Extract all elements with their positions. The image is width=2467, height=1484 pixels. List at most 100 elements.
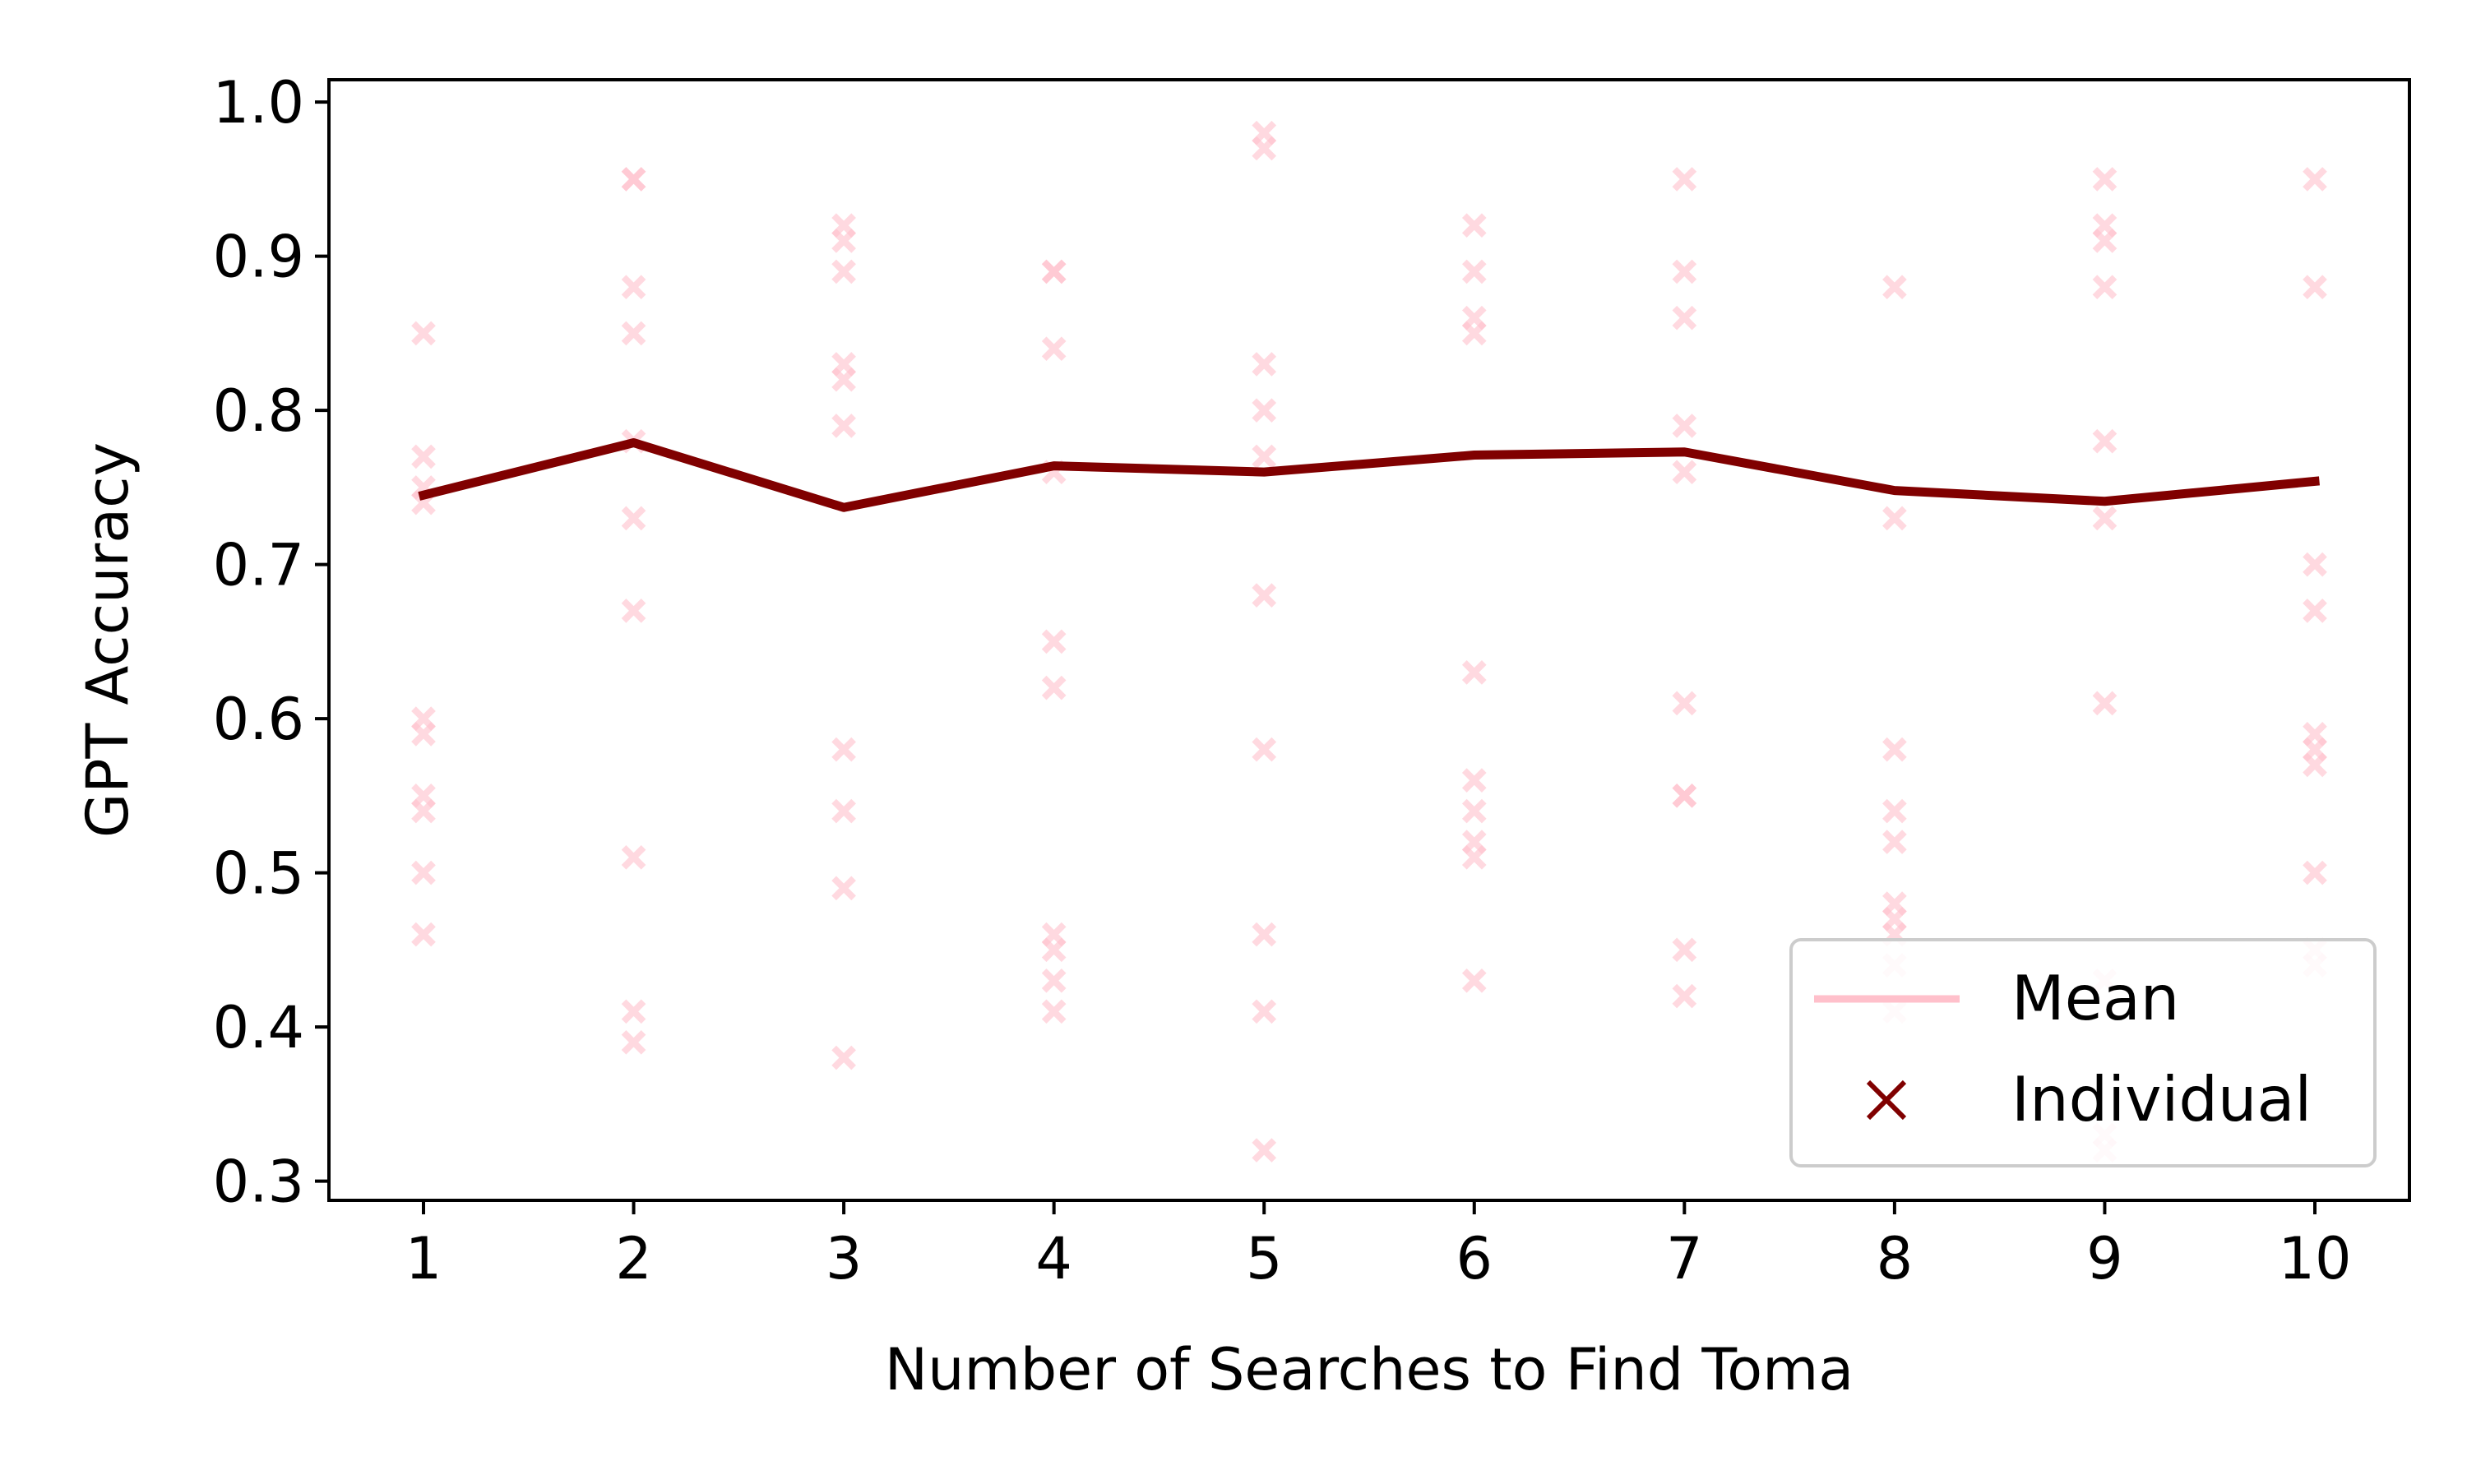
individual-point <box>831 1045 856 1070</box>
individual-point <box>1041 675 1067 700</box>
individual-point <box>1672 784 1697 808</box>
individual-point <box>831 876 856 901</box>
individual-point <box>621 599 646 623</box>
individual-point <box>831 414 856 438</box>
individual-point <box>1461 798 1487 824</box>
y-tick-label: 0.9 <box>213 224 304 291</box>
individual-point <box>2092 167 2118 192</box>
x-axis-ticks: 1 2 3 4 5 6 7 8 9 10 <box>405 1200 2352 1292</box>
individual-point <box>411 444 436 469</box>
x-tick-label: 1 <box>405 1225 442 1292</box>
y-tick-label: 0.6 <box>213 686 304 753</box>
x-tick-label: 10 <box>2278 1225 2351 1292</box>
individual-point <box>621 167 646 192</box>
individual-point <box>411 321 436 346</box>
x-tick-label: 8 <box>1877 1225 1914 1292</box>
y-axis-label: GPT Accuracy <box>74 442 141 838</box>
individual-point <box>1882 275 1907 299</box>
individual-point <box>831 737 856 762</box>
x-tick-label: 2 <box>615 1225 652 1292</box>
individual-point <box>1461 768 1487 793</box>
x-tick-label: 6 <box>1456 1225 1493 1292</box>
legend: Mean Individual <box>1789 938 2377 1167</box>
individual-point <box>1672 691 1697 716</box>
individual-point <box>1882 737 1907 762</box>
individual-point <box>831 798 856 824</box>
y-tick-label: 1.0 <box>213 69 304 136</box>
individual-point <box>1461 969 1487 993</box>
individual-point <box>1461 845 1487 870</box>
individual-point <box>1672 460 1697 484</box>
y-axis-ticks: 0.3 0.4 0.5 0.6 0.7 0.8 0.9 1.0 <box>213 69 329 1216</box>
individual-point <box>1461 213 1487 238</box>
individual-point <box>1041 629 1067 654</box>
individual-point <box>1672 983 1697 1009</box>
individual-point <box>1882 506 1907 531</box>
y-tick-label: 0.8 <box>213 377 304 445</box>
x-tick-label: 3 <box>826 1225 863 1292</box>
individual-point <box>1041 336 1067 361</box>
individual-point <box>621 999 646 1024</box>
y-tick-label: 0.7 <box>213 532 304 599</box>
individual-point <box>411 922 436 947</box>
individual-point <box>1461 660 1487 685</box>
individual-point <box>1461 259 1487 284</box>
individual-point <box>2303 752 2327 778</box>
mean-line <box>418 438 2320 512</box>
individual-point <box>1252 136 1277 161</box>
individual-point <box>621 1030 646 1055</box>
individual-point <box>1041 999 1067 1024</box>
x-tick-label: 9 <box>2086 1225 2123 1292</box>
legend-label-individual: Individual <box>2011 1063 2312 1135</box>
y-tick-label: 0.3 <box>213 1149 304 1216</box>
plot-frame <box>327 78 2411 1202</box>
individual-point <box>1882 830 1907 854</box>
individual-point <box>621 321 646 346</box>
individual-point <box>1041 937 1067 963</box>
y-tick-label: 0.5 <box>213 840 304 908</box>
individual-point <box>621 275 646 299</box>
individual-point <box>1882 798 1907 824</box>
individual-point <box>1252 922 1277 947</box>
x-tick-label: 7 <box>1666 1225 1703 1292</box>
individual-point <box>1252 999 1277 1024</box>
individual-point <box>1672 259 1697 284</box>
individual-point <box>1041 969 1067 993</box>
individual-point <box>2303 552 2327 577</box>
individual-point <box>411 722 436 747</box>
individual-point <box>411 798 436 824</box>
legend-label-mean: Mean <box>2011 962 2179 1034</box>
individual-point <box>1041 259 1067 284</box>
individual-point <box>1672 167 1697 192</box>
individual-point <box>1252 1138 1277 1163</box>
individual-point <box>2303 860 2327 885</box>
individual-point <box>2092 691 2118 716</box>
individual-point <box>1672 414 1697 438</box>
individual-point <box>2303 167 2327 192</box>
individual-point <box>1252 398 1277 423</box>
individual-point <box>831 367 856 392</box>
individual-point <box>2092 229 2118 253</box>
line-layer <box>418 438 2320 512</box>
x-tick-label: 5 <box>1246 1225 1283 1292</box>
x-axis-label: Number of Searches to Find Toma <box>885 1336 1854 1403</box>
individual-point <box>1252 583 1277 608</box>
individual-point <box>2303 275 2327 299</box>
individual-point <box>2092 428 2118 454</box>
y-tick-label: 0.4 <box>213 994 304 1061</box>
individual-point <box>411 860 436 885</box>
individual-point <box>1252 444 1277 469</box>
individual-point <box>1252 737 1277 762</box>
x-tick-label: 4 <box>1035 1225 1072 1292</box>
individual-point <box>621 506 646 531</box>
individual-point <box>831 229 856 253</box>
individual-point <box>1672 305 1697 331</box>
individual-point <box>2092 275 2118 299</box>
individual-point <box>1252 352 1277 377</box>
individual-point <box>2303 599 2327 623</box>
legend-individual-swatch <box>1866 1079 1907 1121</box>
individual-point <box>2092 506 2118 531</box>
